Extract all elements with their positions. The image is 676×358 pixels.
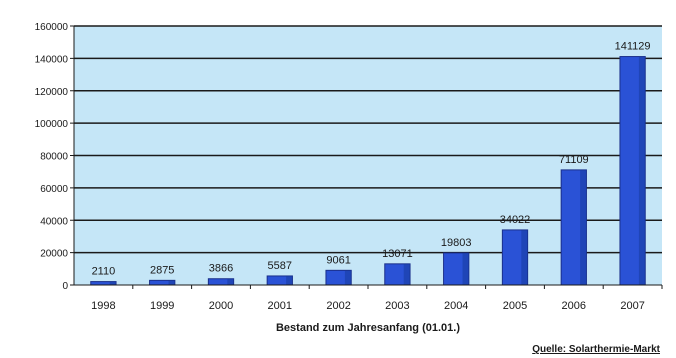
bar-value-label: 3866 <box>209 263 233 275</box>
bar-value-label: 34022 <box>500 214 531 226</box>
bar-value-label: 2875 <box>150 264 174 276</box>
bar-value-label: 9061 <box>326 254 350 266</box>
x-axis-label: Bestand zum Jahresanfang (01.01.) <box>276 322 460 334</box>
x-tick-label: 1998 <box>91 300 115 312</box>
x-tick-label: 2005 <box>503 300 527 312</box>
bar-shade <box>286 275 293 285</box>
grid-lines <box>74 25 662 254</box>
y-axis-ticks: 0 20000 40000 60000 80000 100000 120000 140000 1… <box>35 22 74 292</box>
bar-shade <box>580 169 587 285</box>
x-tick-label: 2006 <box>562 300 586 312</box>
x-tick-label: 2007 <box>620 300 644 312</box>
bar-value-label: 141129 <box>615 41 651 53</box>
y-tick-label: 20000 <box>40 249 68 260</box>
y-tick-label: 120000 <box>35 87 69 98</box>
y-tick-label: 140000 <box>35 54 69 65</box>
y-tick-label: 0 <box>62 281 68 292</box>
bar-shade <box>403 263 411 285</box>
bar-value-label: 2110 <box>92 266 116 278</box>
bar-value-labels: 2110 2875 3866 5587 9061 13071 19803 34022 71109… <box>92 41 651 278</box>
source-note: Quelle: Solarthermie-Markt <box>532 344 660 355</box>
y-tick-label: 160000 <box>35 22 69 33</box>
y-tick-label: 60000 <box>40 184 68 195</box>
bar-shade <box>344 270 352 285</box>
x-tick-label: 2002 <box>326 300 350 312</box>
bars <box>90 56 646 286</box>
x-axis-ticks: 1998 1999 2000 2001 2002 2003 2004 2005 2006 2007 <box>91 285 663 312</box>
x-tick-label: 2001 <box>268 300 292 312</box>
y-tick-label: 40000 <box>40 216 68 227</box>
bar-value-label: 19803 <box>441 237 472 249</box>
bar-value-label: 13071 <box>382 248 413 260</box>
x-tick-label: 2000 <box>209 300 233 312</box>
bar-shade <box>109 281 117 285</box>
x-tick-label: 1999 <box>150 300 174 312</box>
bar-shade <box>462 252 469 285</box>
y-tick-label: 80000 <box>40 152 68 163</box>
y-tick-label: 100000 <box>35 119 69 130</box>
bar-shade <box>521 229 528 285</box>
bar-value-label: 5587 <box>268 260 292 272</box>
bar-value-label: 71109 <box>559 154 589 166</box>
x-tick-label: 2004 <box>444 300 468 312</box>
bar-shade <box>227 278 234 285</box>
x-tick-label: 2003 <box>385 300 409 312</box>
bar-shade <box>638 56 646 286</box>
bar-shade <box>168 280 175 285</box>
